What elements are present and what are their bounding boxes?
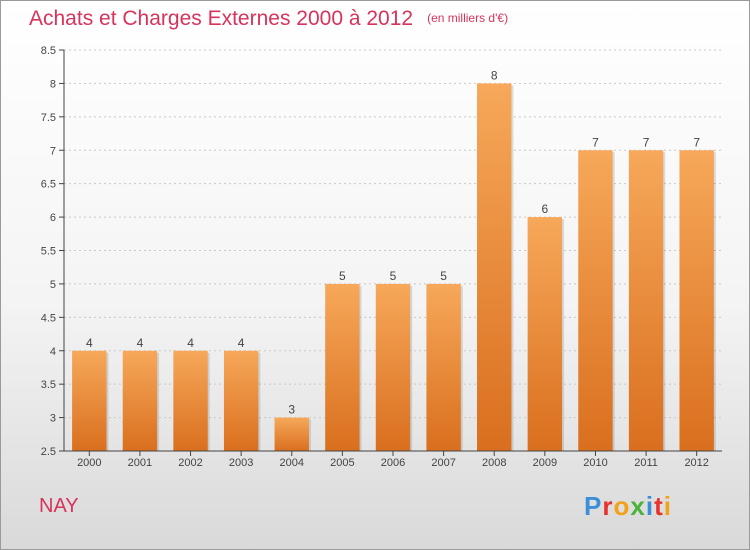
bar [679, 150, 714, 451]
y-tick-label: 7 [50, 145, 56, 157]
y-tick-label: 6.5 [41, 179, 56, 191]
y-tick-label: 2.5 [41, 446, 56, 458]
x-tick-label: 2006 [381, 457, 405, 469]
bar [477, 83, 512, 452]
logo-letter: i [663, 491, 672, 521]
logo-letter: o [613, 491, 631, 521]
x-tick-label: 2005 [330, 457, 354, 469]
data-label: 5 [339, 269, 346, 283]
x-tick-label: 2007 [431, 457, 455, 469]
bar [173, 350, 208, 451]
logo-letter: P [584, 491, 603, 521]
bar [375, 283, 411, 451]
x-tick-label: 2000 [77, 457, 101, 469]
logo-letter: t [654, 491, 664, 521]
data-label: 8 [491, 68, 498, 82]
y-tick-label: 5.5 [41, 246, 56, 258]
x-tick-label: 2011 [634, 457, 658, 469]
bar [223, 350, 259, 451]
bar [578, 150, 613, 451]
data-label: 7 [693, 135, 700, 149]
x-tick-label: 2003 [229, 457, 253, 469]
bar [122, 350, 158, 451]
y-tick-label: 3.5 [41, 379, 56, 391]
y-tick-label: 4 [50, 346, 56, 358]
bar [628, 150, 664, 451]
x-tick-label: 2010 [583, 457, 607, 469]
data-label: 7 [592, 135, 599, 149]
logo-letter: x [630, 491, 646, 521]
logo-letter: i [645, 491, 655, 521]
x-tick-label: 2012 [684, 457, 708, 469]
proxiti-logo: Proxiti [584, 491, 672, 522]
data-label: 5 [440, 269, 447, 283]
y-tick-label: 4.5 [41, 312, 56, 324]
x-tick-label: 2001 [128, 457, 152, 469]
data-label: 4 [238, 336, 245, 350]
y-tick-label: 8 [50, 78, 56, 90]
axes [59, 49, 722, 456]
data-label: 7 [643, 135, 650, 149]
data-label: 4 [187, 336, 194, 350]
chart-title: Achats et Charges Externes 2000 à 2012 (e… [29, 7, 508, 31]
x-tick-label: 2008 [482, 457, 506, 469]
y-tick-label: 6 [50, 212, 56, 224]
bar [72, 350, 107, 451]
x-tick-label: 2009 [533, 457, 557, 469]
y-tick-label: 7.5 [41, 112, 56, 124]
logo-letter: r [602, 491, 614, 521]
chart-unit: (en milliers d'€) [427, 11, 509, 25]
labels: 2.5 3 3.5 4 4.5 5 5.5 6 6.5 7 7.5 8 8.5 2000 4 2001 4 200… [41, 45, 709, 469]
y-tick-label: 3 [50, 413, 56, 425]
x-tick-label: 2002 [178, 457, 202, 469]
chart-title-text: Achats et Charges Externes 2000 à 2012 [29, 7, 414, 30]
data-label: 6 [542, 202, 549, 216]
data-label: 4 [86, 336, 93, 350]
bar [527, 217, 563, 451]
bar [325, 283, 360, 451]
y-tick-label: 8.5 [41, 45, 56, 57]
commune-name: NAY [39, 495, 79, 517]
bar [274, 417, 309, 451]
data-label: 3 [288, 403, 295, 417]
y-tick-label: 5 [50, 279, 56, 291]
data-label: 5 [390, 269, 397, 283]
x-tick-label: 2004 [280, 457, 304, 469]
bars [72, 83, 716, 452]
data-label: 4 [137, 336, 144, 350]
bar [426, 283, 461, 451]
